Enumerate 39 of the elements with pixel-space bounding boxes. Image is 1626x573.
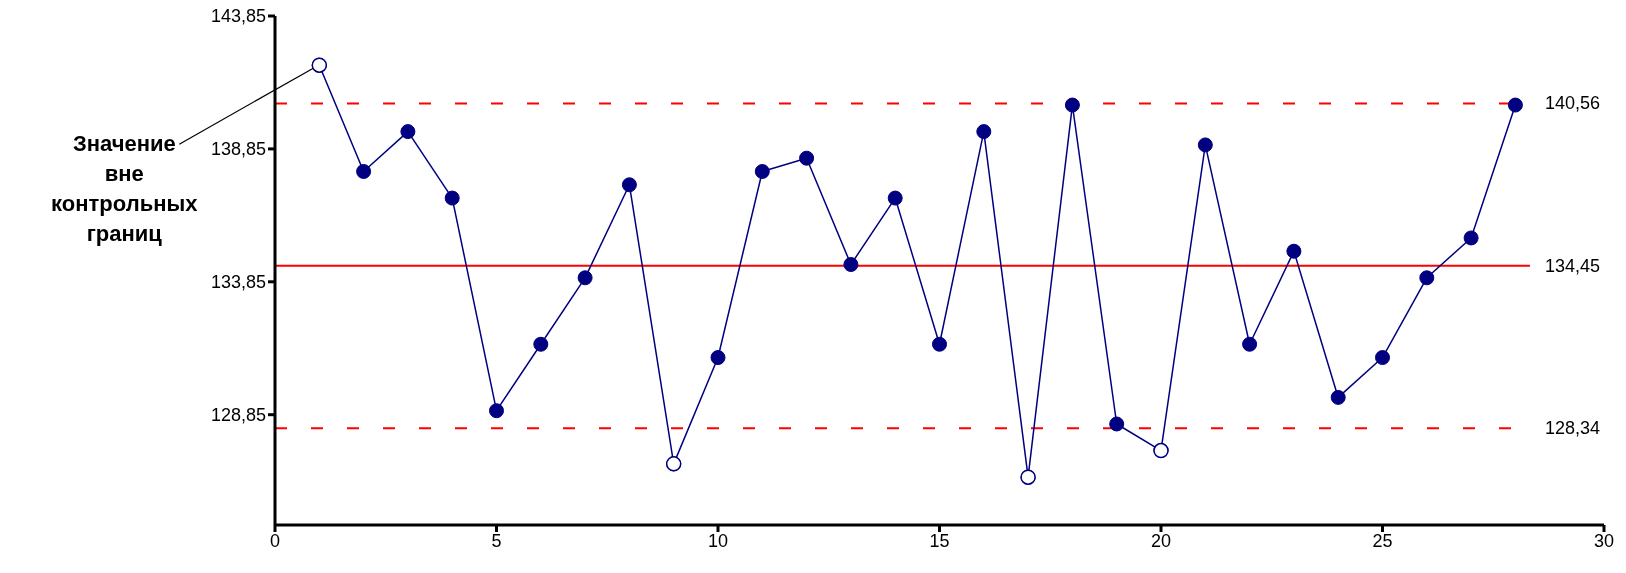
point xyxy=(621,177,637,193)
point xyxy=(710,350,726,366)
y-tick-label: 128,85 xyxy=(210,405,266,426)
y-tick-label: 138,85 xyxy=(210,139,266,160)
point xyxy=(356,163,372,179)
point xyxy=(754,163,770,179)
point xyxy=(843,257,859,273)
point xyxy=(1242,336,1258,352)
point xyxy=(1507,97,1523,113)
annotation: Значение вне контрольных границ xyxy=(51,131,199,247)
point xyxy=(887,190,903,206)
x-tick-label: 10 xyxy=(707,530,729,551)
point xyxy=(533,336,549,352)
x-tick-label: 15 xyxy=(929,530,950,551)
y-tick-label: 143,85 xyxy=(210,6,266,27)
x-tick-label: 0 xyxy=(269,530,281,551)
point xyxy=(1463,230,1479,246)
x-tick-label: 5 xyxy=(491,530,502,551)
ref-line-label: 134,45 xyxy=(1544,255,1600,276)
point xyxy=(1064,97,1080,113)
ref-line-label: 140,56 xyxy=(1544,93,1600,114)
x-tick-label: 25 xyxy=(1372,530,1393,551)
point xyxy=(489,403,504,419)
point xyxy=(577,270,593,286)
point xyxy=(799,150,815,166)
x-tick-label: 20 xyxy=(1150,530,1172,551)
point xyxy=(932,336,947,352)
point xyxy=(444,190,460,206)
ref-line-label: 128,34 xyxy=(1544,418,1600,439)
point xyxy=(1109,416,1125,432)
point xyxy=(400,124,416,140)
point xyxy=(1197,137,1213,153)
point xyxy=(1330,389,1346,405)
y-tick-label: 133,85 xyxy=(210,272,266,293)
point xyxy=(1286,243,1302,259)
point xyxy=(1375,350,1390,366)
point xyxy=(976,124,992,140)
x-tick-label: 30 xyxy=(1593,530,1615,551)
point xyxy=(1419,270,1435,286)
